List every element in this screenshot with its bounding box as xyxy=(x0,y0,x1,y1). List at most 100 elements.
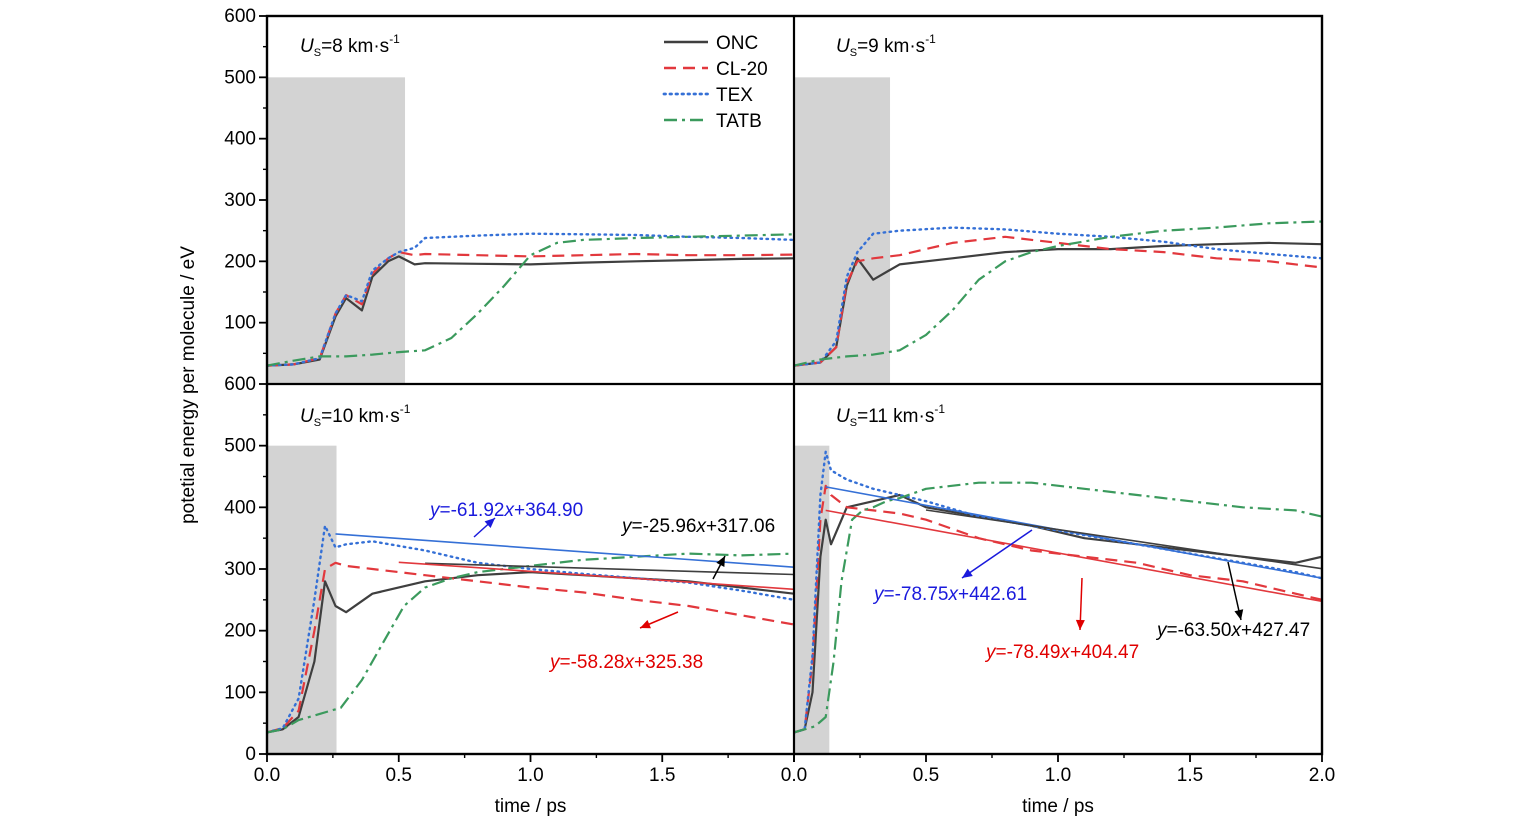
y-axis-label: potetial energy per molecule / eV xyxy=(178,246,199,524)
x-tick-label: 0.5 xyxy=(913,765,939,786)
series-group xyxy=(267,524,794,734)
panel-label: US=8 km·s-1 xyxy=(300,32,400,59)
panel-label-var: U xyxy=(836,406,850,427)
fit-eq-slope: =-58.28 xyxy=(560,652,625,673)
x-tick-label: 1.0 xyxy=(517,765,543,786)
fit-eq-intercept: +442.61 xyxy=(958,584,1027,605)
fit-eq-x: x xyxy=(1059,642,1071,663)
panel-label-sup: -1 xyxy=(389,32,400,46)
fit-line-onc xyxy=(925,509,1322,570)
fit-line-tex xyxy=(335,533,794,568)
shaded-region xyxy=(795,445,830,754)
y-tick-label: 100 xyxy=(224,682,256,703)
fit-eq-slope: =-78.75 xyxy=(884,584,949,605)
series-line-tatb xyxy=(267,552,794,734)
x-tick-label: 0.0 xyxy=(254,765,280,786)
fit-arrow-head xyxy=(716,556,725,567)
fit-eq-y: y xyxy=(428,500,441,521)
fit-equation: y=-63.50x+427.47 xyxy=(1155,620,1310,641)
fit-eq-x: x xyxy=(695,516,707,537)
series-line-cl20 xyxy=(267,251,794,367)
panel-label-sub: S xyxy=(850,417,857,429)
y-tick-label: 300 xyxy=(224,190,256,211)
panel-label-text: =8 km·s xyxy=(321,36,389,57)
series-line-tatb xyxy=(794,220,1322,367)
y-tick-label: 400 xyxy=(224,129,256,150)
series-line-tex xyxy=(267,232,794,367)
fit-equation: y=-78.75x+442.61 xyxy=(872,584,1027,605)
panel-label-var: U xyxy=(300,36,314,57)
y-tick-label: 200 xyxy=(224,251,256,272)
x-axis-label: time / ps xyxy=(1022,796,1094,817)
fit-equation: y=-58.28x+325.38 xyxy=(548,652,703,673)
legend-label: TATB xyxy=(716,111,762,132)
series-group xyxy=(794,450,1322,734)
y-tick-label: 600 xyxy=(224,6,256,27)
panel-label-sup: -1 xyxy=(925,32,936,46)
fit-eq-intercept: +364.90 xyxy=(514,500,583,521)
panel-label: US=9 km·s-1 xyxy=(836,32,936,59)
panels: US=8 km·s-1 US=9 km·s-1y=-61.92x+364.90y=… xyxy=(267,32,1322,754)
fit-eq-x: x xyxy=(503,500,515,521)
y-tick-label: 600 xyxy=(224,374,256,395)
axes: 100 200 300 400 500 600 0 100 200 300 400 500 600 0.0… xyxy=(224,6,1335,817)
fit-eq-y: y xyxy=(984,642,997,663)
fit-arrow-head xyxy=(962,568,973,578)
fit-eq-y: y xyxy=(1155,620,1168,641)
panel-4: y=-78.75x+442.61y=-63.50x+427.47y=-78.49… xyxy=(794,402,1322,754)
legend-label: CL-20 xyxy=(716,59,768,80)
shaded-region xyxy=(268,77,406,384)
panel-2: US=9 km·s-1 xyxy=(794,32,1322,384)
y-tick-label: 100 xyxy=(224,313,256,334)
panel-label-var: U xyxy=(300,406,314,427)
y-tick-label: 200 xyxy=(224,621,256,642)
legend-label: ONC xyxy=(716,33,758,54)
fit-eq-intercept: +325.38 xyxy=(634,652,703,673)
y-tick-label: 300 xyxy=(224,559,256,580)
fit-eq-slope: =-61.92 xyxy=(440,500,505,521)
x-tick-label: 1.5 xyxy=(1177,765,1203,786)
x-tick-label: 1.0 xyxy=(1045,765,1071,786)
series-line-cl20 xyxy=(267,561,794,734)
x-tick-label: 0.0 xyxy=(781,765,807,786)
fit-eq-slope: =-25.96 xyxy=(632,516,697,537)
fit-eq-y: y xyxy=(620,516,633,537)
panel-label-sup: -1 xyxy=(400,402,411,416)
panel-label-sup: -1 xyxy=(934,402,945,416)
panel-1: US=8 km·s-1 xyxy=(267,32,794,384)
series-group xyxy=(267,232,794,367)
left-margin xyxy=(0,0,180,827)
fit-equation: y=-61.92x+364.90 xyxy=(428,500,583,521)
fit-eq-x: x xyxy=(623,652,635,673)
series-line-cl20 xyxy=(794,235,1322,367)
panel-label-var: U xyxy=(836,36,850,57)
fit-equation: y=-25.96x+317.06 xyxy=(620,516,775,537)
x-tick-label: 1.5 xyxy=(649,765,675,786)
fit-line-cl20 xyxy=(398,561,794,591)
legend-label: TEX xyxy=(716,85,753,106)
fit-eq-slope: =-63.50 xyxy=(1167,620,1232,641)
panel-3: y=-61.92x+364.90y=-25.96x+317.06y=-58.28… xyxy=(267,402,794,754)
legend: ONC CL-20 TEX TATB xyxy=(662,33,768,132)
series-line-onc xyxy=(267,570,794,734)
y-tick-label: 0 xyxy=(245,744,256,765)
fit-eq-slope: =-78.49 xyxy=(996,642,1061,663)
panel-label: US=10 km·s-1 xyxy=(300,402,411,429)
fit-eq-y: y xyxy=(872,584,885,605)
fit-arrow-head xyxy=(1234,609,1244,620)
fit-line-cl20 xyxy=(825,509,1322,603)
panel-label-sub: S xyxy=(314,417,321,429)
series-line-tex xyxy=(267,524,794,734)
panel-label-sub: S xyxy=(314,47,321,59)
panel-label: US=11 km·s-1 xyxy=(836,402,945,429)
fit-equation: y=-78.49x+404.47 xyxy=(984,642,1139,663)
fit-arrow-line xyxy=(961,529,1033,579)
shaded-region xyxy=(795,77,891,384)
fit-eq-y: y xyxy=(548,652,561,673)
fit-eq-x: x xyxy=(1230,620,1242,641)
x-axis-label: time / ps xyxy=(495,796,567,817)
y-tick-label: 400 xyxy=(224,497,256,518)
panel-label-text: =11 km·s xyxy=(857,406,934,427)
